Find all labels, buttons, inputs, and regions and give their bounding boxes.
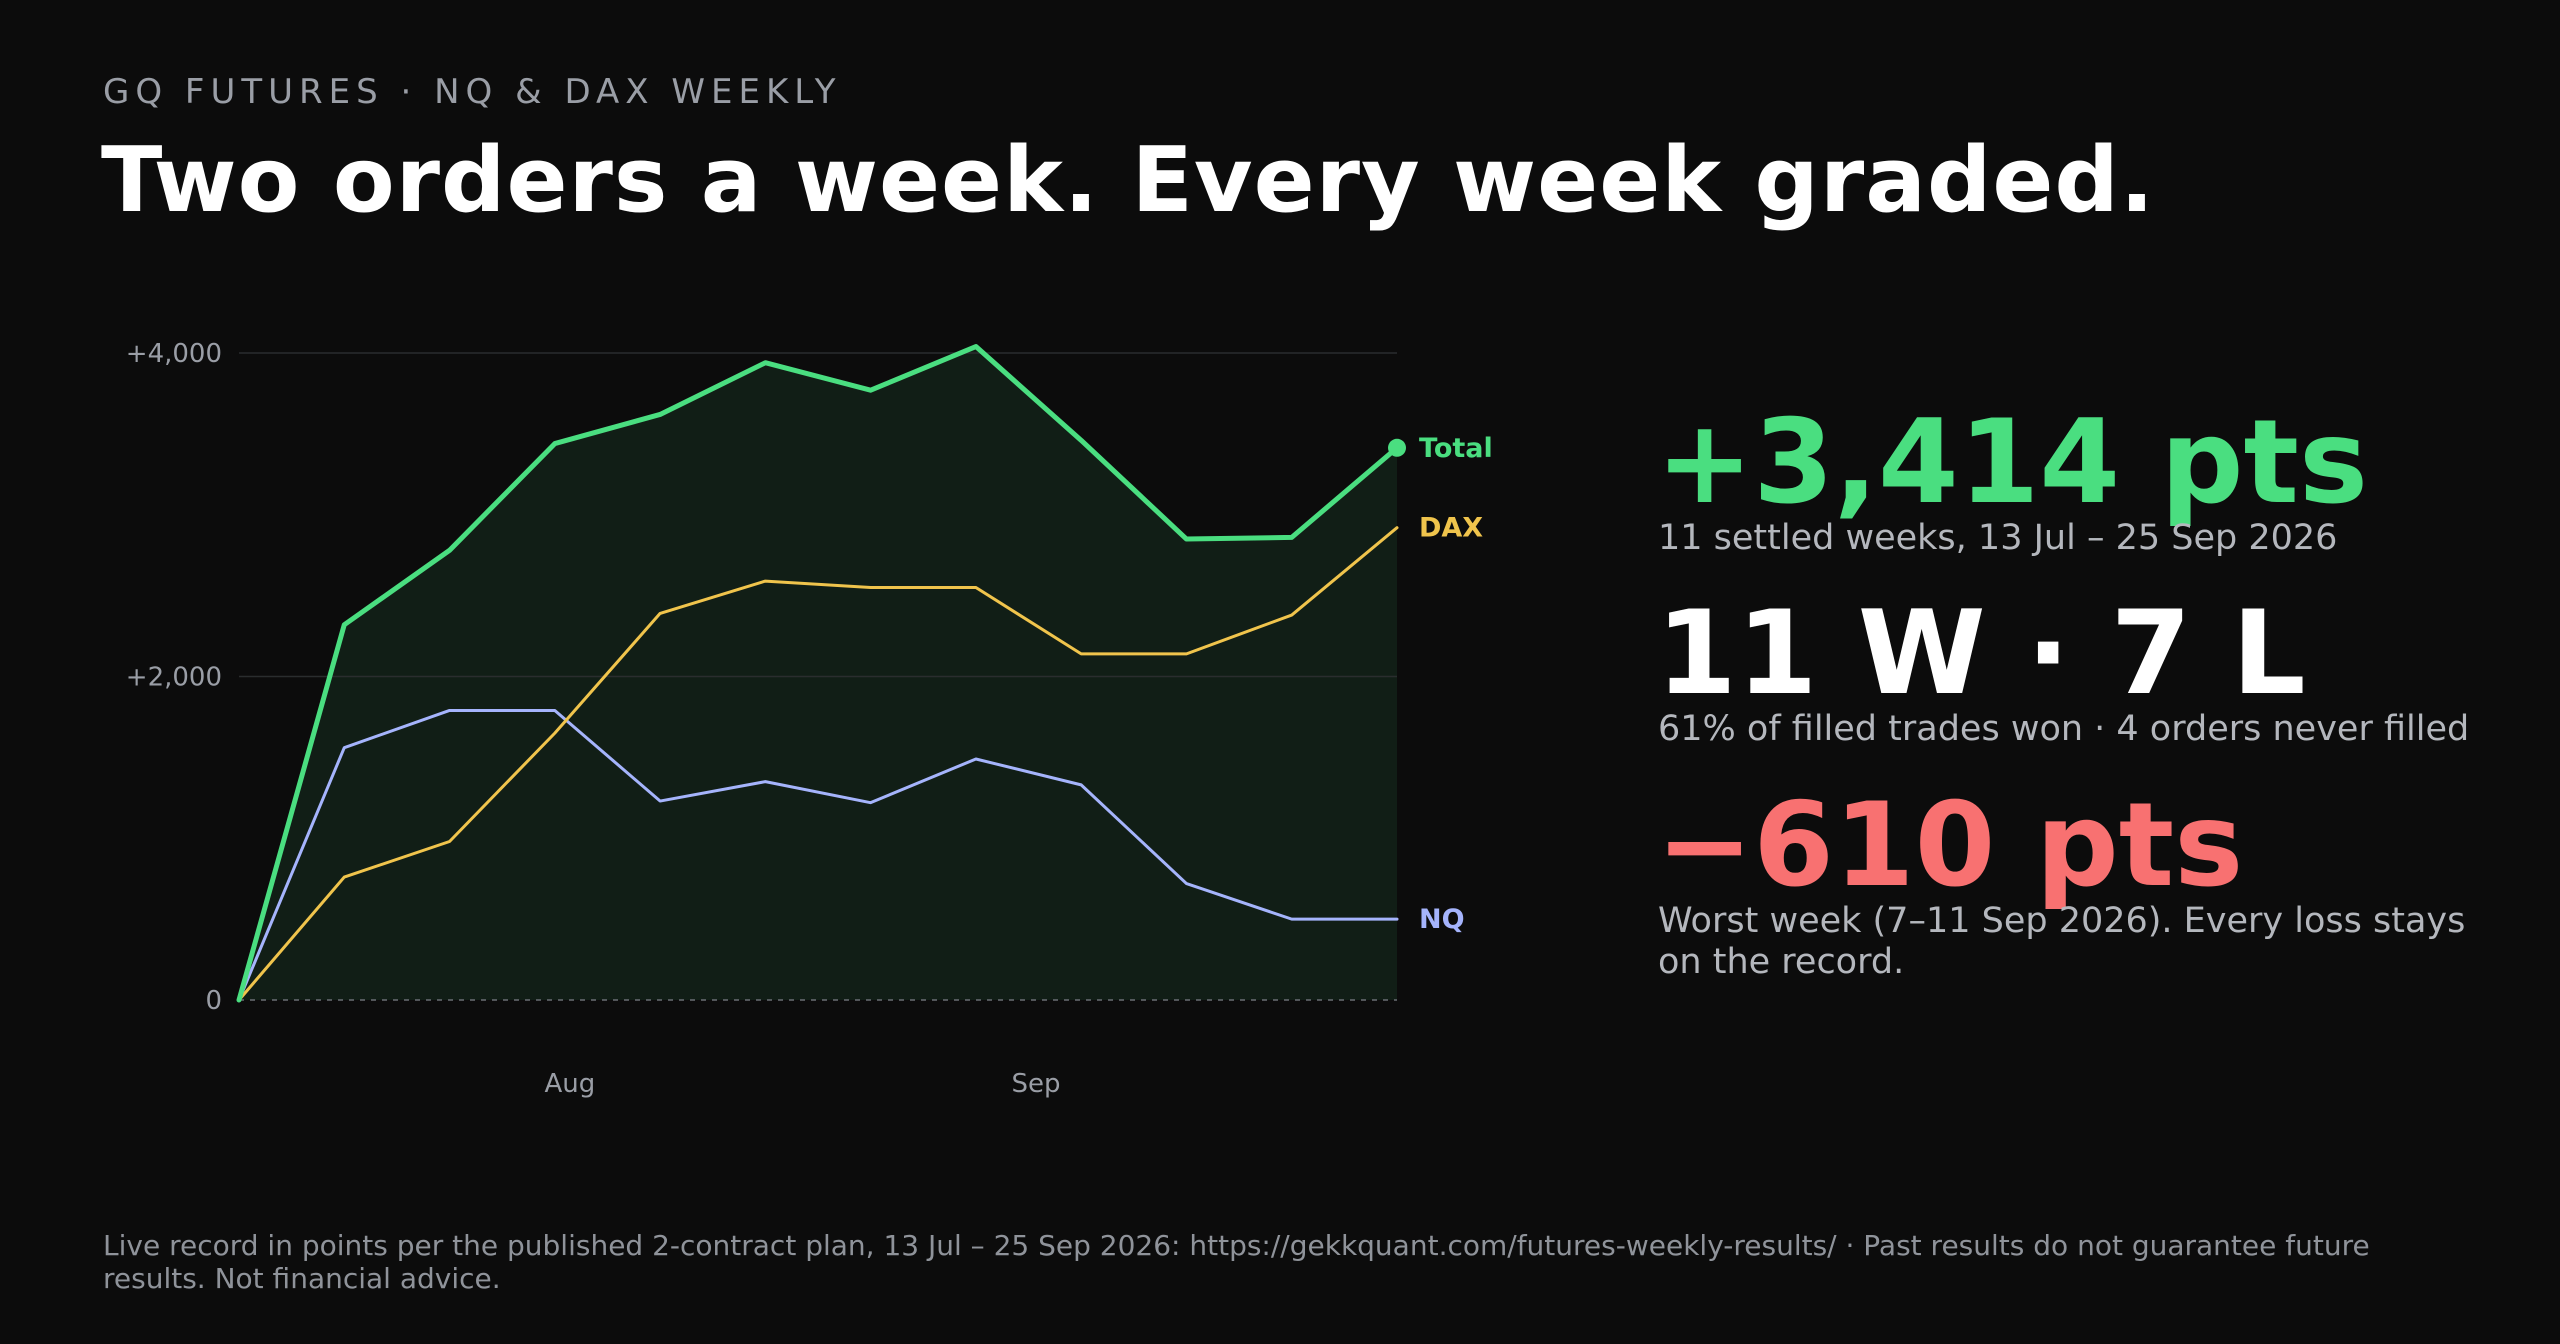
y-tick-label: +2,000 xyxy=(126,663,222,693)
chart-headline: Two orders a week. Every week graded. xyxy=(101,128,2156,233)
total-series-line xyxy=(236,344,1400,1003)
dax-series-line xyxy=(237,526,1399,1002)
nq-series-line xyxy=(237,708,1399,1002)
equity-line-chart: 0 +2,000 +4,000 Aug Sep Total DAX NQ xyxy=(126,339,1493,1099)
total-points-caption: 11 settled weeks, 13 Jul – 25 Sep 2026 xyxy=(1658,518,2338,558)
total-area-fill xyxy=(239,346,1397,1000)
win-loss-caption: 61% of filled trades won · 4 orders neve… xyxy=(1658,709,2470,749)
x-tick-label: Aug xyxy=(544,1069,595,1099)
y-tick-label: 0 xyxy=(205,986,222,1016)
nq-series-label: NQ xyxy=(1419,904,1465,935)
total-points-value: +3,414 pts xyxy=(1656,395,2369,530)
x-tick-label: Sep xyxy=(1012,1069,1061,1099)
total-series-label: Total xyxy=(1419,433,1493,464)
dax-series-label: DAX xyxy=(1419,513,1483,544)
worst-week-value: −610 pts xyxy=(1656,778,2244,913)
worst-week-caption: Worst week (7–11 Sep 2026). Every loss s… xyxy=(1658,901,2466,982)
chart-kicker: GQ FUTURES · NQ & DAX WEEKLY xyxy=(103,72,842,112)
footer-disclaimer: Live record in points per the published … xyxy=(103,1229,2370,1295)
y-tick-label: +4,000 xyxy=(126,339,222,369)
win-loss-record: 11 W · 7 L xyxy=(1656,586,2306,721)
total-end-marker xyxy=(1388,438,1406,457)
